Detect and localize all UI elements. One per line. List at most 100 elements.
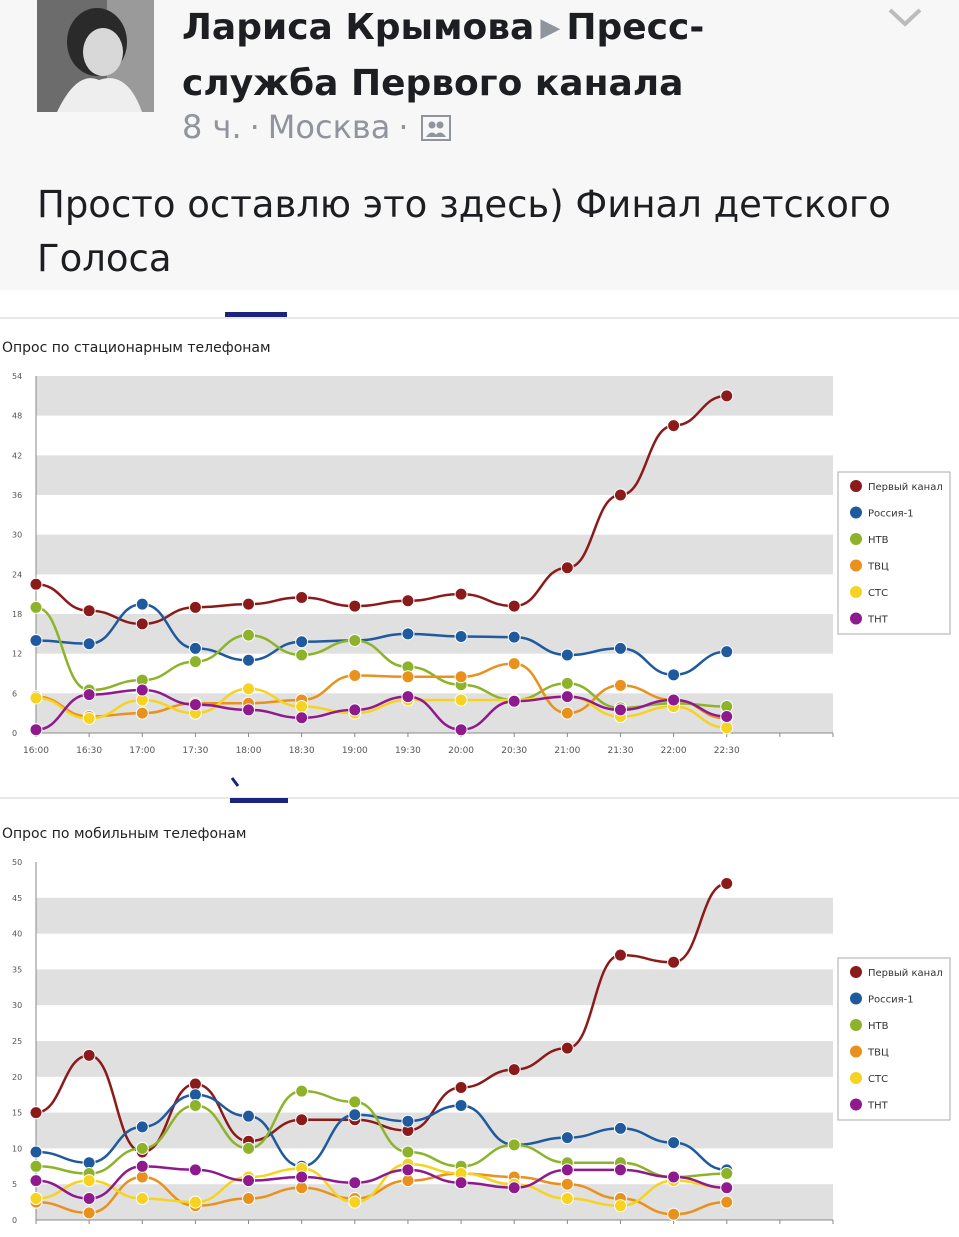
- post-location[interactable]: Москва: [267, 108, 391, 146]
- grid-band: [36, 1041, 833, 1077]
- x-tick-label: 20:30: [501, 746, 527, 756]
- target-page-name[interactable]: Пресс-служба Первого канала: [182, 7, 705, 104]
- friends-audience-icon[interactable]: [420, 115, 451, 141]
- legend-label: НТВ: [868, 535, 889, 546]
- legend-marker: [850, 992, 862, 1005]
- data-point: [295, 635, 309, 649]
- x-tick-label: 17:30: [182, 746, 208, 756]
- legend-marker: [850, 1045, 862, 1058]
- data-point: [82, 1206, 96, 1220]
- data-point: [401, 1145, 415, 1159]
- data-point: [507, 1138, 521, 1152]
- share-arrow-icon: ▶: [540, 13, 561, 43]
- post-author-line: Лариса Крымова ▶ Пресс-служба Первого кана…: [182, 0, 822, 112]
- y-tick-label: 18: [12, 610, 22, 619]
- y-tick-label: 10: [12, 1144, 22, 1153]
- chart-legend: [837, 957, 951, 1121]
- line-chart-1: Опрос по стационарным телефонам 0 6 12 18 24 3…: [2, 340, 951, 756]
- divider-marker-bottom: [230, 798, 288, 803]
- grid-band: [36, 614, 833, 654]
- data-point: [667, 1136, 681, 1150]
- data-point: [82, 1156, 96, 1170]
- data-point: [401, 1114, 415, 1128]
- data-point: [720, 721, 734, 735]
- grid-band: [36, 455, 833, 495]
- grid-band: [36, 376, 833, 416]
- y-tick-label: 24: [12, 570, 22, 579]
- data-point: [720, 1166, 734, 1180]
- data-point: [188, 641, 202, 655]
- data-point: [454, 723, 468, 737]
- data-point: [242, 1109, 256, 1123]
- data-point: [560, 1041, 574, 1055]
- author-name[interactable]: Лариса Крымова: [182, 7, 535, 48]
- legend-label: ТВЦ: [867, 562, 889, 573]
- x-tick-label: 18:30: [289, 746, 315, 756]
- data-point: [82, 1174, 96, 1188]
- y-tick-label: 42: [12, 451, 22, 460]
- post-time[interactable]: 8 ч.: [182, 108, 242, 146]
- series-line-Россия-1: [35, 1093, 727, 1172]
- data-point: [348, 1176, 362, 1190]
- divider-tick: [230, 777, 240, 787]
- data-point: [29, 577, 43, 591]
- legend-marker: [850, 533, 862, 545]
- data-point: [188, 1098, 202, 1112]
- data-point: [720, 876, 734, 890]
- y-tick-label: 12: [12, 650, 22, 659]
- data-point: [295, 1084, 309, 1098]
- y-tick-label: 54: [12, 372, 22, 381]
- data-point: [667, 419, 681, 433]
- y-tick-label: 48: [12, 412, 22, 421]
- legend-label: СТС: [868, 1074, 888, 1085]
- y-tick-label: 30: [12, 531, 22, 540]
- x-tick-label: 21:30: [607, 746, 633, 756]
- data-point: [242, 1192, 256, 1206]
- data-point: [348, 1108, 362, 1122]
- data-point: [242, 1174, 256, 1188]
- legend-label: ТНТ: [867, 1101, 889, 1112]
- chart-legend: [837, 471, 951, 635]
- data-point: [135, 683, 149, 697]
- data-point: [560, 648, 574, 662]
- author-avatar[interactable]: [37, 0, 154, 112]
- meta-separator: ·: [249, 108, 260, 146]
- data-point: [720, 709, 734, 723]
- data-point: [295, 711, 309, 725]
- data-point: [507, 1181, 521, 1195]
- data-point: [613, 678, 627, 692]
- data-point: [613, 1199, 627, 1213]
- data-point: [454, 1081, 468, 1095]
- data-point: [454, 1098, 468, 1112]
- chevron-down-icon[interactable]: [880, 2, 930, 32]
- data-point: [507, 599, 521, 613]
- data-point: [348, 1095, 362, 1109]
- data-point: [188, 698, 202, 712]
- grid-band: [36, 897, 833, 934]
- legend-marker: [850, 586, 862, 598]
- data-point: [29, 1174, 43, 1188]
- data-point: [188, 1163, 202, 1177]
- legend-label: ТВЦ: [867, 1048, 889, 1059]
- data-point: [454, 1176, 468, 1190]
- data-point: [242, 682, 256, 696]
- legend-label: СТС: [868, 588, 888, 599]
- data-point: [401, 1174, 415, 1188]
- data-point: [29, 1145, 43, 1159]
- y-tick-label: 30: [12, 1001, 22, 1010]
- data-point: [242, 653, 256, 667]
- data-point: [401, 594, 415, 608]
- legend-marker: [850, 1072, 862, 1084]
- data-point: [507, 1063, 521, 1077]
- y-tick-label: 45: [12, 894, 22, 903]
- avatar-photo: [37, 0, 154, 112]
- line-chart-2: Опрос по мобильным телефонам 0 5 10 15 20 25 30…: [2, 826, 951, 1225]
- data-point: [401, 670, 415, 684]
- data-point: [295, 700, 309, 714]
- data-point: [560, 706, 574, 720]
- x-tick-label: 22:00: [661, 746, 687, 756]
- legend-marker: [850, 480, 862, 492]
- y-tick-label: 15: [12, 1109, 22, 1118]
- data-point: [29, 633, 43, 647]
- chart-image[interactable]: Опрос по стационарным телефонам 0 6 12 18 24 3…: [0, 290, 959, 1233]
